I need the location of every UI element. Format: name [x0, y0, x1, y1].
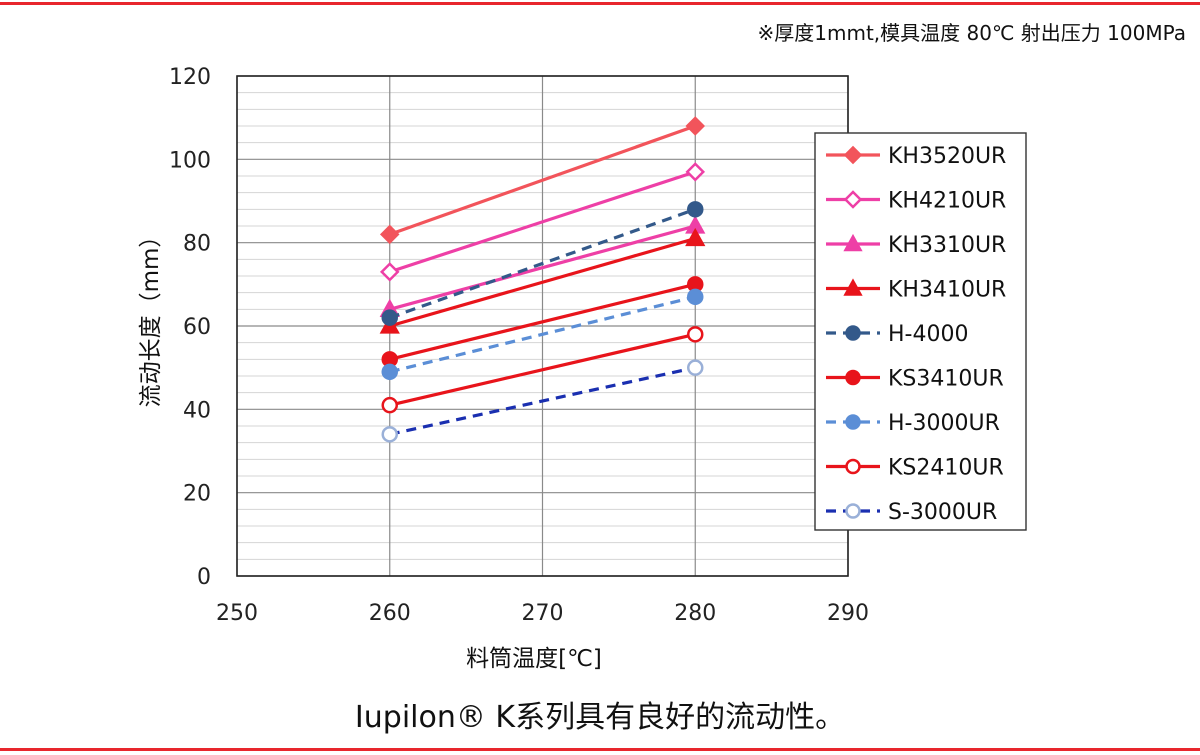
bottom-rule — [0, 748, 1200, 751]
series-line-kh3310ur — [389, 224, 696, 311]
legend-marker-h-3000ur — [845, 414, 861, 430]
series-kh3520ur — [379, 116, 706, 245]
series-line-kh3410ur — [389, 236, 696, 328]
top-rule — [0, 2, 1200, 5]
data-point-ks2410ur — [687, 326, 704, 343]
series-group — [379, 116, 706, 443]
legend: KH3520UR KH4210UR KH3310UR KH3410UR H-4000 KS… — [814, 132, 1027, 531]
series-line-ks2410ur — [389, 332, 696, 407]
legend-label-h-4000: H-4000 — [888, 322, 968, 347]
series-s-3000ur — [381, 359, 704, 443]
series-line-h-3000ur — [389, 295, 696, 374]
y-tick-label: 100 — [169, 148, 211, 173]
y-tick-label: 120 — [169, 65, 211, 90]
x-tick-label: 270 — [522, 601, 564, 626]
legend-item-kh4210ur: KH4210UR — [826, 189, 1006, 214]
x-axis-label: 料筒温度[℃] — [466, 646, 602, 672]
data-point-s-3000ur — [687, 359, 704, 376]
x-tick-label: 260 — [369, 601, 411, 626]
legend-item-s-3000ur: S-3000UR — [826, 500, 997, 525]
legend-marker-kh3310ur — [843, 233, 863, 252]
legend-item-h-3000ur: H-3000UR — [826, 411, 1000, 436]
legend-item-kh3310ur: KH3310UR — [826, 233, 1006, 258]
data-point-h-4000 — [381, 309, 398, 326]
data-point-kh3520ur — [379, 224, 400, 245]
legend-label-kh4210ur: KH4210UR — [888, 189, 1006, 214]
legend-marker-ks2410ur — [845, 458, 861, 475]
legend-marker-kh3410ur — [843, 278, 863, 296]
legend-marker-kh4210ur — [843, 190, 863, 209]
series-line-h-4000 — [389, 207, 696, 320]
legend-marker-kh3520ur — [843, 145, 863, 165]
legend-marker-s-3000ur — [845, 503, 861, 519]
y-tick-label: 60 — [183, 315, 211, 340]
data-point-kh3520ur — [685, 116, 706, 136]
data-point-kh4210ur — [685, 162, 706, 182]
data-point-kh3410ur — [685, 227, 706, 247]
y-tick-label: 80 — [183, 232, 211, 257]
x-tick-label: 250 — [216, 601, 258, 626]
x-tick-label: 290 — [827, 601, 869, 626]
grid-lines — [236, 75, 849, 577]
series-ks2410ur — [381, 326, 704, 414]
y-tick-label: 20 — [183, 482, 211, 507]
data-point-kh4210ur — [379, 262, 400, 282]
series-line-s-3000ur — [389, 366, 696, 436]
legend-item-ks3410ur: KS3410UR — [826, 367, 1004, 392]
series-line-kh4210ur — [389, 170, 696, 274]
legend-label-ks3410ur: KS3410UR — [888, 367, 1004, 392]
legend-marker-ks3410ur — [845, 369, 861, 386]
series-kh3310ur — [379, 215, 706, 317]
legend-item-kh3410ur: KH3410UR — [826, 278, 1006, 303]
y-tick-label: 40 — [183, 398, 211, 423]
axes: 0 20 40 60 80 100 120 250 260 270 280 290 — [169, 65, 869, 626]
legend-label-kh3410ur: KH3410UR — [888, 278, 1006, 303]
series-kh4210ur — [379, 162, 706, 282]
legend-label-s-3000ur: S-3000UR — [888, 500, 997, 525]
data-point-h-3000ur — [381, 363, 398, 381]
y-tick-label: 0 — [197, 565, 211, 590]
legend-item-kh3520ur: KH3520UR — [826, 144, 1006, 169]
legend-label-ks2410ur: KS2410UR — [888, 456, 1004, 481]
legend-item-ks2410ur: KS2410UR — [826, 456, 1004, 481]
series-h-3000ur — [381, 288, 704, 381]
legend-marker-h-4000 — [845, 325, 861, 341]
data-point-s-3000ur — [381, 426, 398, 443]
caption: Iupilon® K系列具有良好的流动性。 — [354, 700, 846, 735]
series-line-ks3410ur — [389, 282, 696, 361]
data-point-h-4000 — [687, 201, 704, 218]
series-h-4000 — [381, 201, 704, 326]
legend-label-h-3000ur: H-3000UR — [888, 411, 1000, 436]
y-axis-label: 流动长度（mm） — [138, 225, 164, 408]
legend-label-kh3520ur: KH3520UR — [888, 144, 1006, 169]
series-line-kh3520ur — [389, 124, 696, 236]
data-point-ks2410ur — [381, 396, 398, 414]
legend-label-kh3310ur: KH3310UR — [888, 233, 1006, 258]
x-tick-label: 280 — [674, 601, 716, 626]
data-point-h-3000ur — [687, 288, 704, 306]
legend-item-h-4000: H-4000 — [826, 322, 968, 347]
test-conditions-note: ※厚度1mmt,模具温度 80℃ 射出压力 100MPa — [757, 21, 1186, 45]
